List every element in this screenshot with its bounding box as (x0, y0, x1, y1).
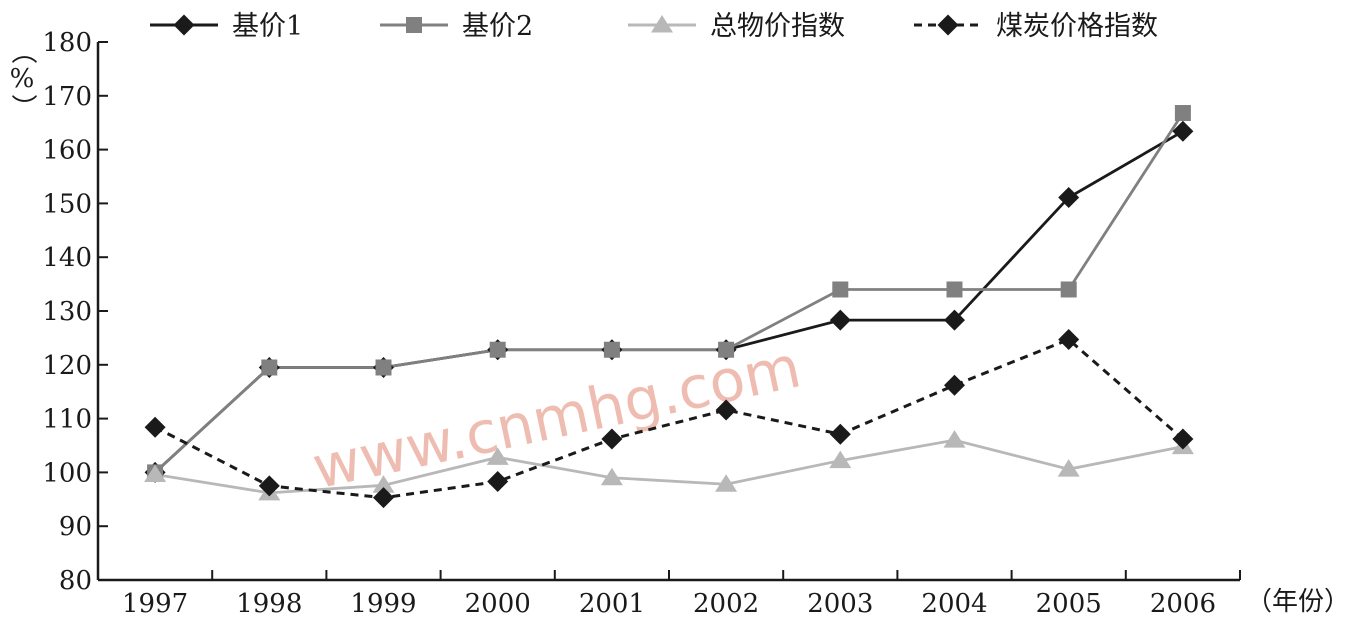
legend: 基价1 基价2 总物价指数 煤炭价格指数 (150, 11, 1158, 42)
x-axis-title: （年份） (1246, 587, 1350, 617)
series-3-point (372, 475, 395, 493)
series-line-4 (154, 337, 1184, 500)
series-line-3 (154, 438, 1184, 495)
y-tick-label: 160 (42, 136, 92, 166)
x-tick-label: 1998 (236, 589, 302, 619)
series-1-point (944, 309, 965, 331)
series-4-point (373, 487, 394, 509)
y-tick-label: 100 (42, 458, 92, 488)
legend-marker-4 (937, 14, 959, 36)
series-2-point (946, 281, 963, 298)
y-tick-label: 150 (42, 189, 92, 219)
series-4-point (1172, 428, 1194, 450)
y-tick-label: 80 (59, 566, 92, 596)
series-3-point (144, 464, 167, 483)
series-2-point (1174, 105, 1191, 122)
series-3-point (486, 447, 509, 465)
series-line-2 (154, 112, 1185, 474)
series-2-point (718, 341, 735, 358)
series-4-point (715, 399, 737, 421)
legend-marker-1 (173, 14, 195, 36)
legend-label-1: 基价1 (232, 11, 303, 42)
watermark: www.cnmhg.com (307, 332, 807, 502)
series-markers (144, 105, 1194, 509)
series-4-point (258, 475, 280, 497)
x-tick-label: 2006 (1150, 589, 1216, 619)
y-tick-label: 170 (42, 82, 92, 112)
y-tick-label: 140 (42, 243, 92, 273)
legend-marker-2 (406, 17, 422, 33)
series-lines (154, 112, 1185, 500)
x-tick-label: 2004 (921, 589, 987, 619)
series-4-point (601, 428, 623, 450)
x-tick-label: 2001 (579, 589, 645, 619)
y-tick-label: 90 (59, 512, 92, 542)
legend-label-3: 总物价指数 (710, 11, 845, 42)
series-4-point (144, 416, 166, 438)
series-1-point (1058, 186, 1080, 208)
y-tick-label: 110 (42, 405, 92, 435)
y-tick-label: 120 (42, 351, 92, 381)
legend-marker-3 (651, 15, 673, 33)
series-3-point (600, 467, 623, 486)
series-1-point (829, 309, 851, 331)
x-tick-label: 2003 (807, 589, 873, 619)
series-4-point (1058, 329, 1080, 351)
x-tick-label: 2000 (465, 589, 531, 619)
y-tick-label: 180 (42, 28, 92, 58)
x-ticks: 1997 1998 1999 2000 2001 2002 2003 2004 2005 2006 (122, 570, 1241, 619)
series-2-point (832, 281, 849, 298)
legend-label-2: 基价2 (462, 11, 533, 42)
series-2-point (489, 341, 506, 358)
legend-label-4: 煤炭价格指数 (996, 11, 1158, 42)
series-3-point (943, 430, 966, 448)
series-4-point (829, 423, 851, 445)
series-2-point (261, 359, 278, 376)
x-tick-label: 1999 (350, 589, 416, 619)
y-axis-title: （%） (7, 38, 37, 120)
series-3-point (715, 474, 738, 492)
series-2-point (375, 359, 392, 376)
series-2-point (1060, 281, 1077, 298)
series-3-point (1057, 459, 1080, 477)
series-4-point (944, 374, 965, 396)
series-1-point (1172, 120, 1194, 142)
series-4-point (487, 471, 509, 493)
y-ticks: 80 90 100 110 120 130 140 150 160 170 180 (42, 28, 108, 596)
series-3-point (829, 450, 852, 469)
x-tick-label: 2005 (1036, 589, 1102, 619)
series-2-point (603, 341, 620, 358)
y-tick-label: 130 (42, 297, 92, 327)
x-tick-label: 2002 (693, 589, 759, 619)
x-tick-label: 1997 (122, 589, 188, 619)
